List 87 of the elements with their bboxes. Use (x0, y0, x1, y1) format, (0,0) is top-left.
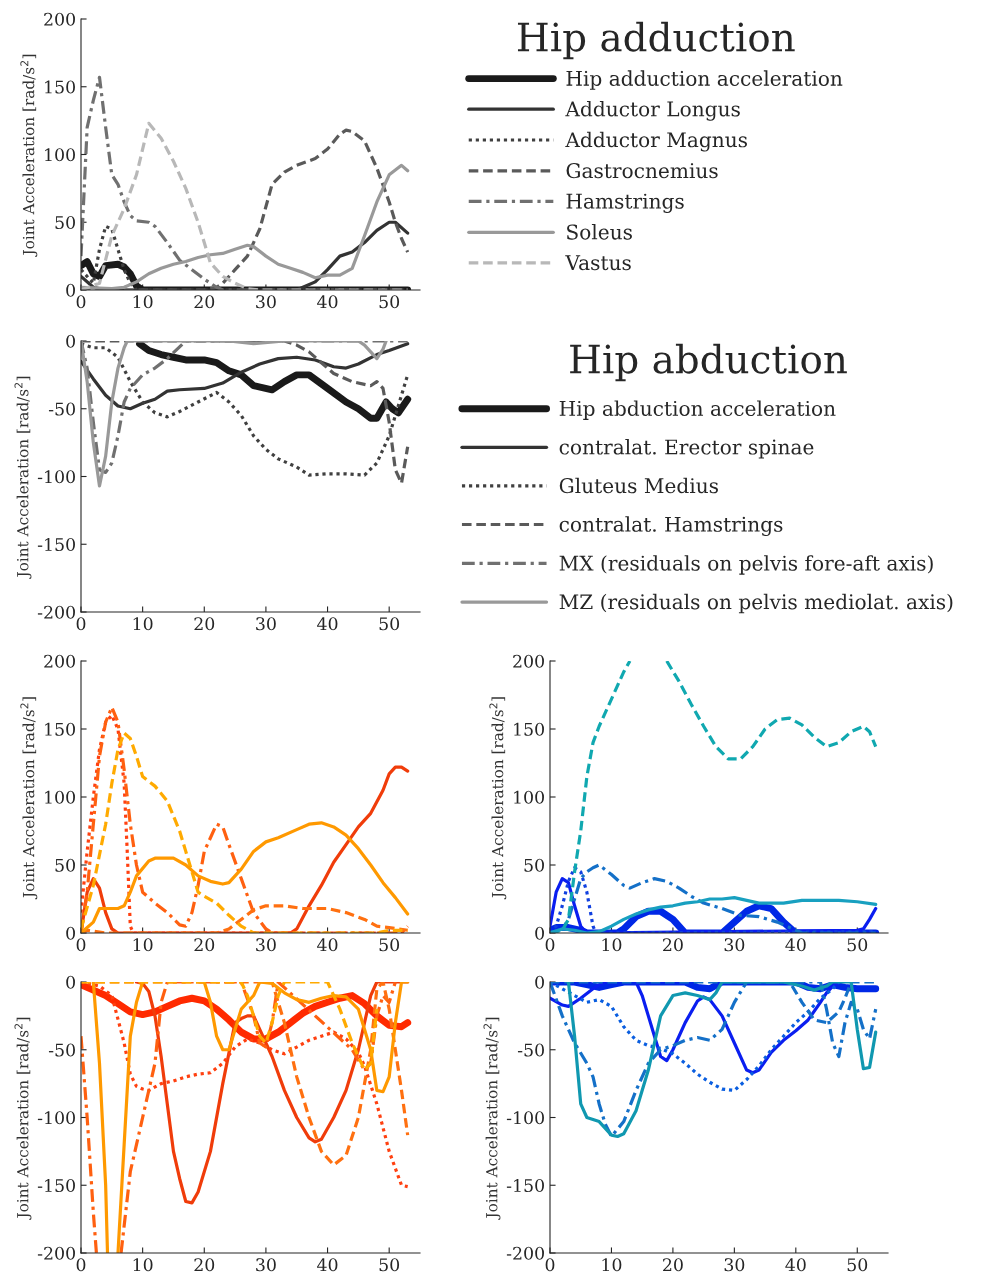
x-tick-label: 20 (194, 617, 215, 631)
x-tick-label: 40 (785, 1258, 806, 1272)
y-axis-title: Joint Acceleration [rad/s$^{2}$] (483, 1017, 501, 1220)
y-tick-label: 200 (44, 12, 75, 26)
y-tick-label: -150 (37, 1178, 75, 1193)
x-tick-label: 10 (133, 295, 153, 309)
x-tick-label: 30 (256, 617, 276, 631)
x-tick-label: 40 (317, 938, 338, 952)
x-tick-label: 50 (379, 1258, 400, 1272)
x-tick-label: 20 (194, 295, 215, 309)
y-tick-label: 50 (55, 215, 75, 230)
y-tick-label: 0 (66, 283, 75, 297)
y-tick-label: -200 (37, 1246, 75, 1260)
y-tick-label: -150 (506, 1178, 544, 1193)
y-axis-title: Joint Acceleration [rad/s$^{2}$] (14, 376, 32, 579)
x-tick-label: 20 (663, 938, 683, 952)
x-tick-label: 40 (317, 617, 338, 631)
x-tick-label: 0 (76, 617, 86, 631)
y-tick-label: 0 (535, 975, 544, 989)
legend-label: Vastus (565, 255, 631, 271)
y-axis-title: Joint Acceleration [rad/s$^{2}$] (14, 1017, 32, 1220)
x-tick-label: 50 (847, 938, 868, 952)
x-tick-label: 0 (76, 938, 86, 952)
x-tick-label: 50 (847, 1258, 868, 1272)
y-tick-label: -200 (506, 1246, 544, 1260)
x-tick-label: 40 (785, 938, 806, 952)
x-tick-label: 30 (256, 1258, 276, 1272)
y-tick-label: 100 (45, 148, 75, 162)
x-tick-label: 30 (724, 1258, 745, 1272)
y-tick-label: 200 (44, 654, 75, 668)
x-tick-label: 30 (256, 295, 276, 309)
x-tick-label: 50 (379, 295, 400, 309)
x-tick-label: 20 (194, 1258, 215, 1272)
y-tick-label: 100 (45, 790, 75, 804)
x-tick-label: 30 (256, 938, 276, 952)
x-tick-label: 10 (602, 1258, 622, 1272)
x-tick-label: 0 (545, 1258, 555, 1272)
x-tick-label: 10 (602, 938, 622, 952)
x-tick-label: 40 (317, 295, 338, 309)
x-tick-label: 30 (724, 938, 745, 952)
x-tick-label: 0 (76, 1258, 86, 1272)
y-axis-title: Joint Acceleration [rad/s$^{2}$] (20, 54, 38, 257)
y-tick-label: 0 (535, 926, 544, 940)
x-tick-label: 0 (545, 938, 555, 952)
y-tick-label: -150 (37, 537, 75, 552)
y-tick-label: 200 (513, 654, 544, 668)
legend-title: Hip adduction (517, 21, 795, 60)
legend-label: Adductor Longus (565, 100, 740, 121)
x-tick-label: 50 (379, 617, 400, 631)
x-tick-label: 10 (133, 1258, 153, 1272)
legend-label: Gluteus Medius (559, 477, 718, 494)
x-tick-label: 10 (133, 938, 153, 952)
legend-label: Hamstrings (566, 193, 684, 213)
legend-label: Soleus (567, 224, 632, 240)
y-tick-label: -100 (37, 1111, 75, 1125)
legend-label: contralat. Hamstrings (559, 516, 783, 537)
x-tick-label: 50 (379, 938, 400, 952)
y-tick-label: -50 (517, 1043, 544, 1057)
legend-label: contralat. Erector spinae (559, 439, 814, 459)
y-tick-label: -50 (48, 402, 75, 416)
y-tick-label: 0 (66, 334, 75, 348)
y-tick-label: 150 (45, 80, 75, 94)
legend-label: Gastrocnemius (566, 162, 718, 179)
y-tick-label: 50 (55, 858, 75, 872)
y-tick-label: -50 (48, 1043, 75, 1057)
y-tick-label: 150 (45, 722, 75, 736)
y-tick-label: 0 (66, 975, 75, 989)
x-tick-label: 0 (76, 295, 86, 309)
legend-label: MX (residuals on pelvis fore-aft axis) (559, 555, 933, 575)
legend-label: Hip adduction acceleration (566, 70, 843, 90)
legend-label: MZ (residuals on pelvis mediolat. axis) (559, 593, 953, 614)
legend-title: Hip abduction (570, 343, 847, 382)
y-axis-title: Joint Acceleration [rad/s$^{2}$] (489, 697, 507, 900)
x-tick-label: 20 (663, 1258, 683, 1272)
y-tick-label: 150 (514, 722, 544, 736)
y-tick-label: 0 (66, 926, 75, 940)
y-tick-label: 50 (524, 858, 544, 872)
legend-label: Hip abduction acceleration (559, 400, 836, 420)
x-tick-label: 40 (317, 1258, 338, 1272)
y-tick-label: 100 (514, 790, 544, 804)
y-tick-label: -100 (506, 1111, 544, 1125)
y-tick-label: -100 (37, 470, 75, 484)
y-axis-title: Joint Acceleration [rad/s$^{2}$] (20, 697, 38, 900)
x-tick-label: 20 (194, 938, 215, 952)
legend-label: Adductor Magnus (565, 131, 747, 152)
x-tick-label: 10 (133, 617, 153, 631)
y-tick-label: -200 (37, 605, 75, 619)
